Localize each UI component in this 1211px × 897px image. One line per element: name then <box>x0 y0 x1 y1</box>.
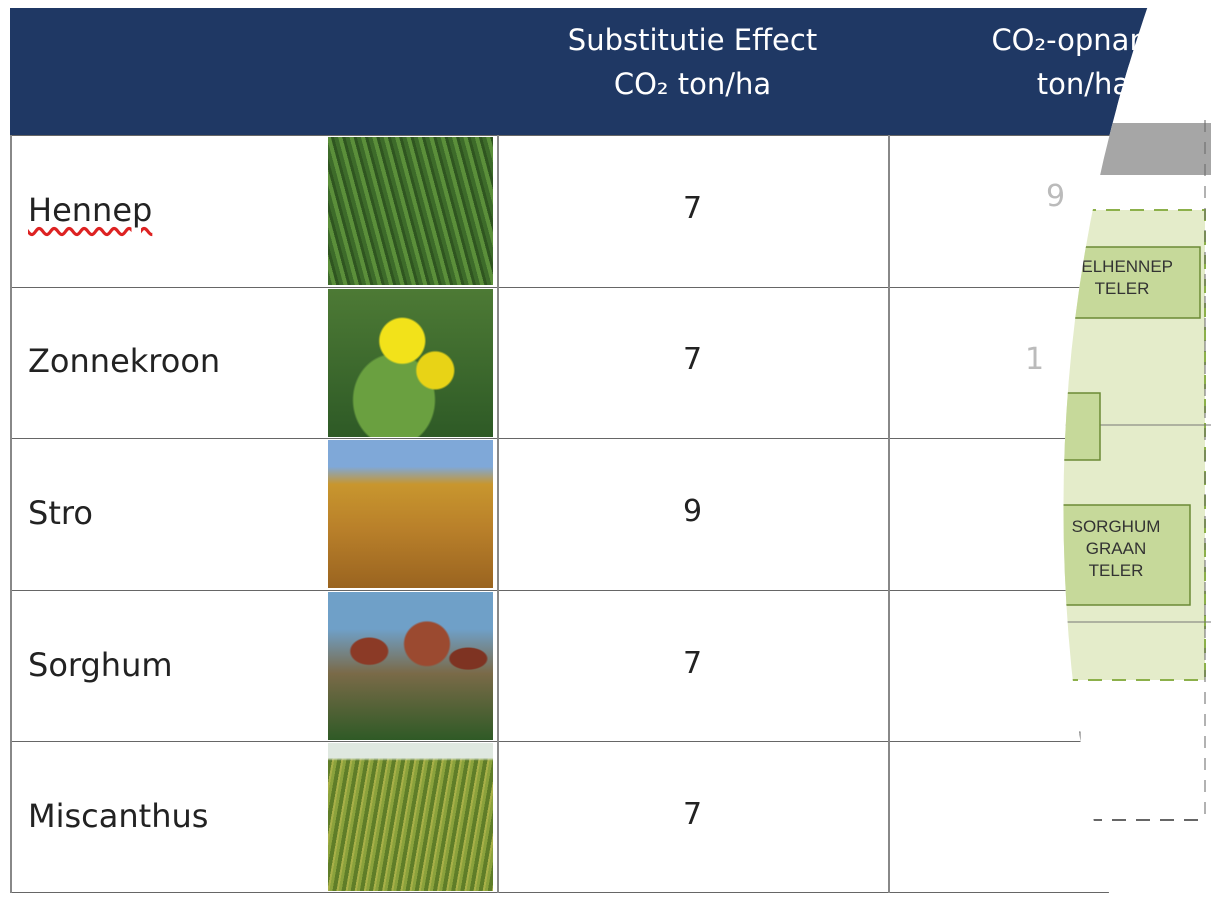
diagram-overlay: ZELHENNEP TELER LAS ELER SORGHUM GRAAN TELER R <box>0 0 1211 897</box>
diagram-label: R <box>1034 740 1046 759</box>
diagram-label: LAS <box>1014 403 1046 422</box>
diagram-label: GRAAN <box>1086 539 1146 558</box>
diagram-label: SORGHUM <box>1072 517 1161 536</box>
diagram-label: TELER <box>1089 561 1144 580</box>
diagram-label: ELER <box>1008 425 1052 444</box>
page: Substitutie Effect CO₂ ton/ha CO₂-opname… <box>0 0 1211 897</box>
diagram-label: TELER <box>1095 279 1150 298</box>
diagram-label: ZELHENNEP <box>1071 257 1173 276</box>
